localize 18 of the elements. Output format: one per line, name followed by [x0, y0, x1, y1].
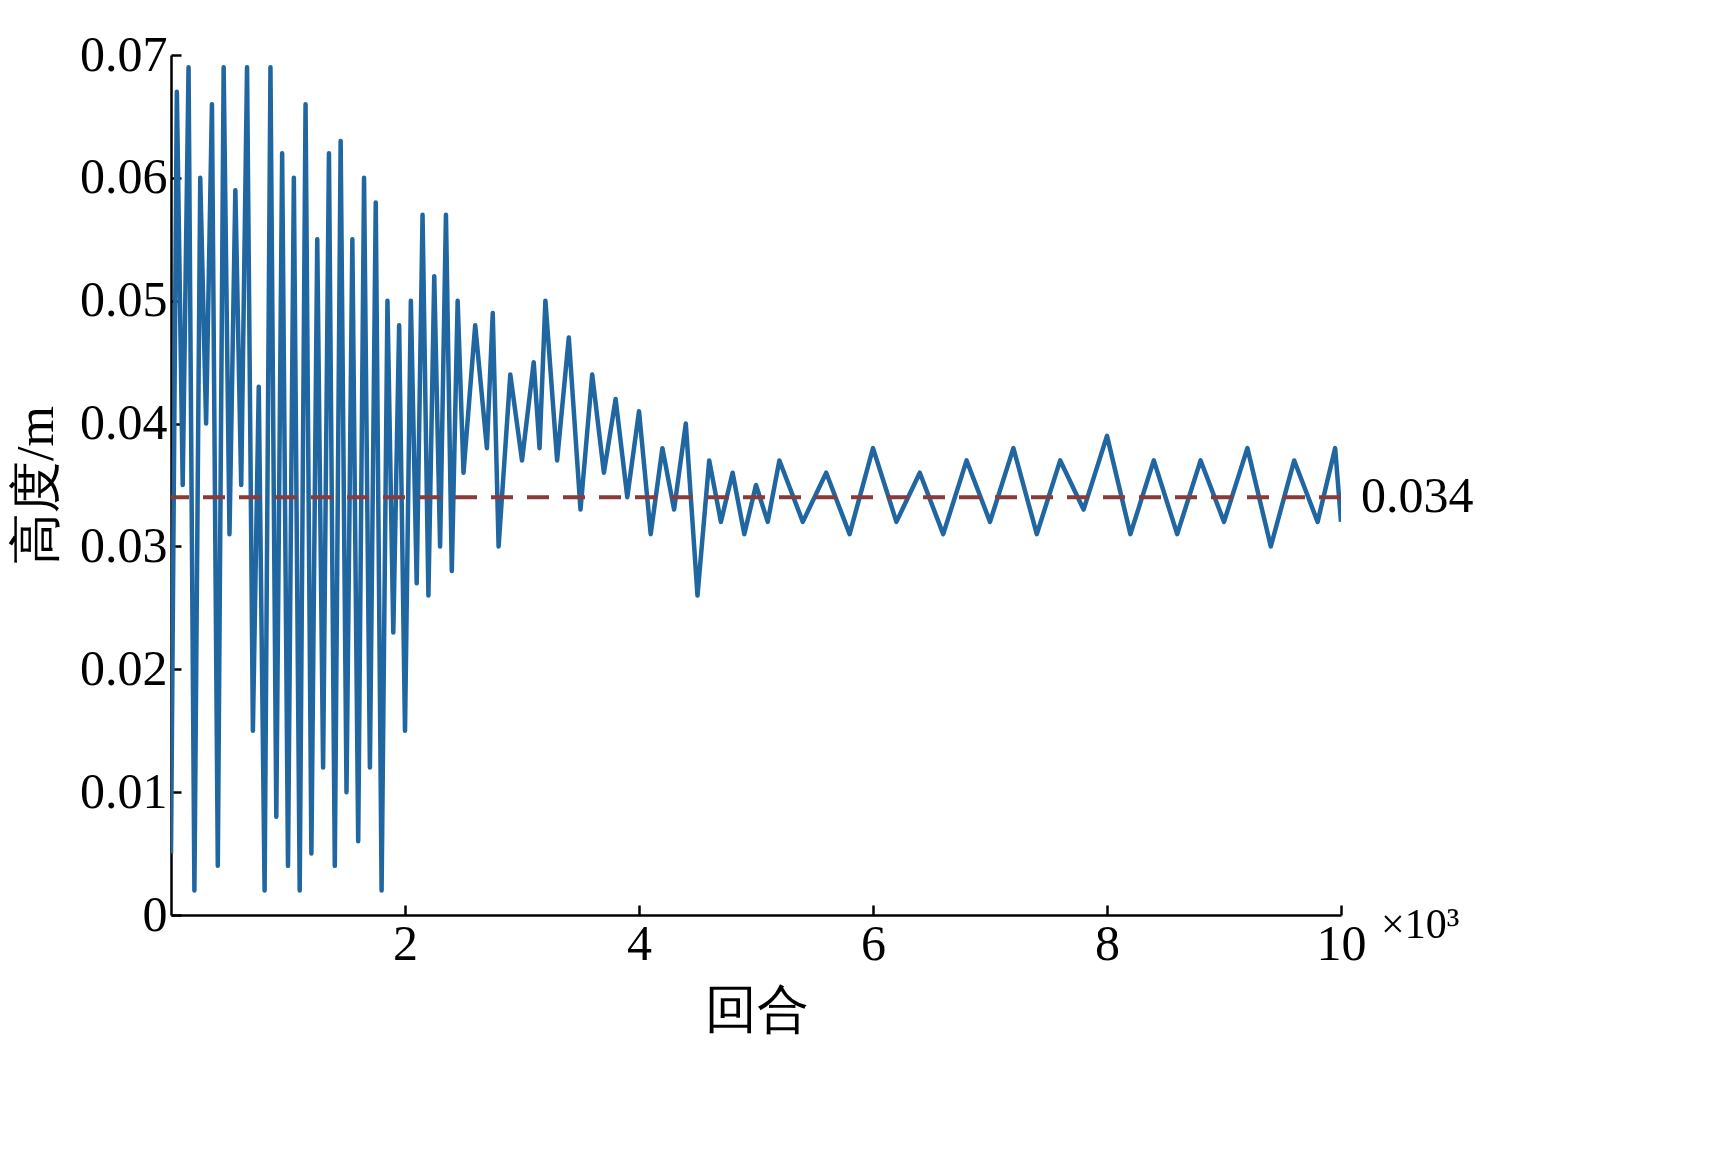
line-series: [171, 65, 1341, 893]
y-tick-label: 0.02: [80, 639, 168, 696]
ref-line-label: 0.034: [1361, 467, 1474, 524]
y-axis-title: 高度/m: [7, 406, 64, 565]
y-tick-label: 0.01: [80, 762, 168, 819]
x-tick-label: 8: [1095, 914, 1120, 971]
y-tick-label: 0: [142, 885, 168, 942]
x-axis-title: 回合: [704, 980, 809, 1038]
y-tick-label: 0.06: [80, 148, 168, 205]
text: ×10³: [1381, 901, 1460, 947]
y-tick-label: 0.04: [80, 394, 168, 451]
y-tick-label: 0.07: [80, 25, 168, 82]
y-tick-label: 0.05: [80, 271, 168, 328]
x-tick-label: 10: [1316, 914, 1367, 971]
x-tick-label: 6: [861, 914, 886, 971]
x-tick-label: 4: [627, 914, 652, 971]
x-tick-label: 2: [393, 914, 418, 971]
y-tick-label: 0.03: [80, 516, 168, 573]
